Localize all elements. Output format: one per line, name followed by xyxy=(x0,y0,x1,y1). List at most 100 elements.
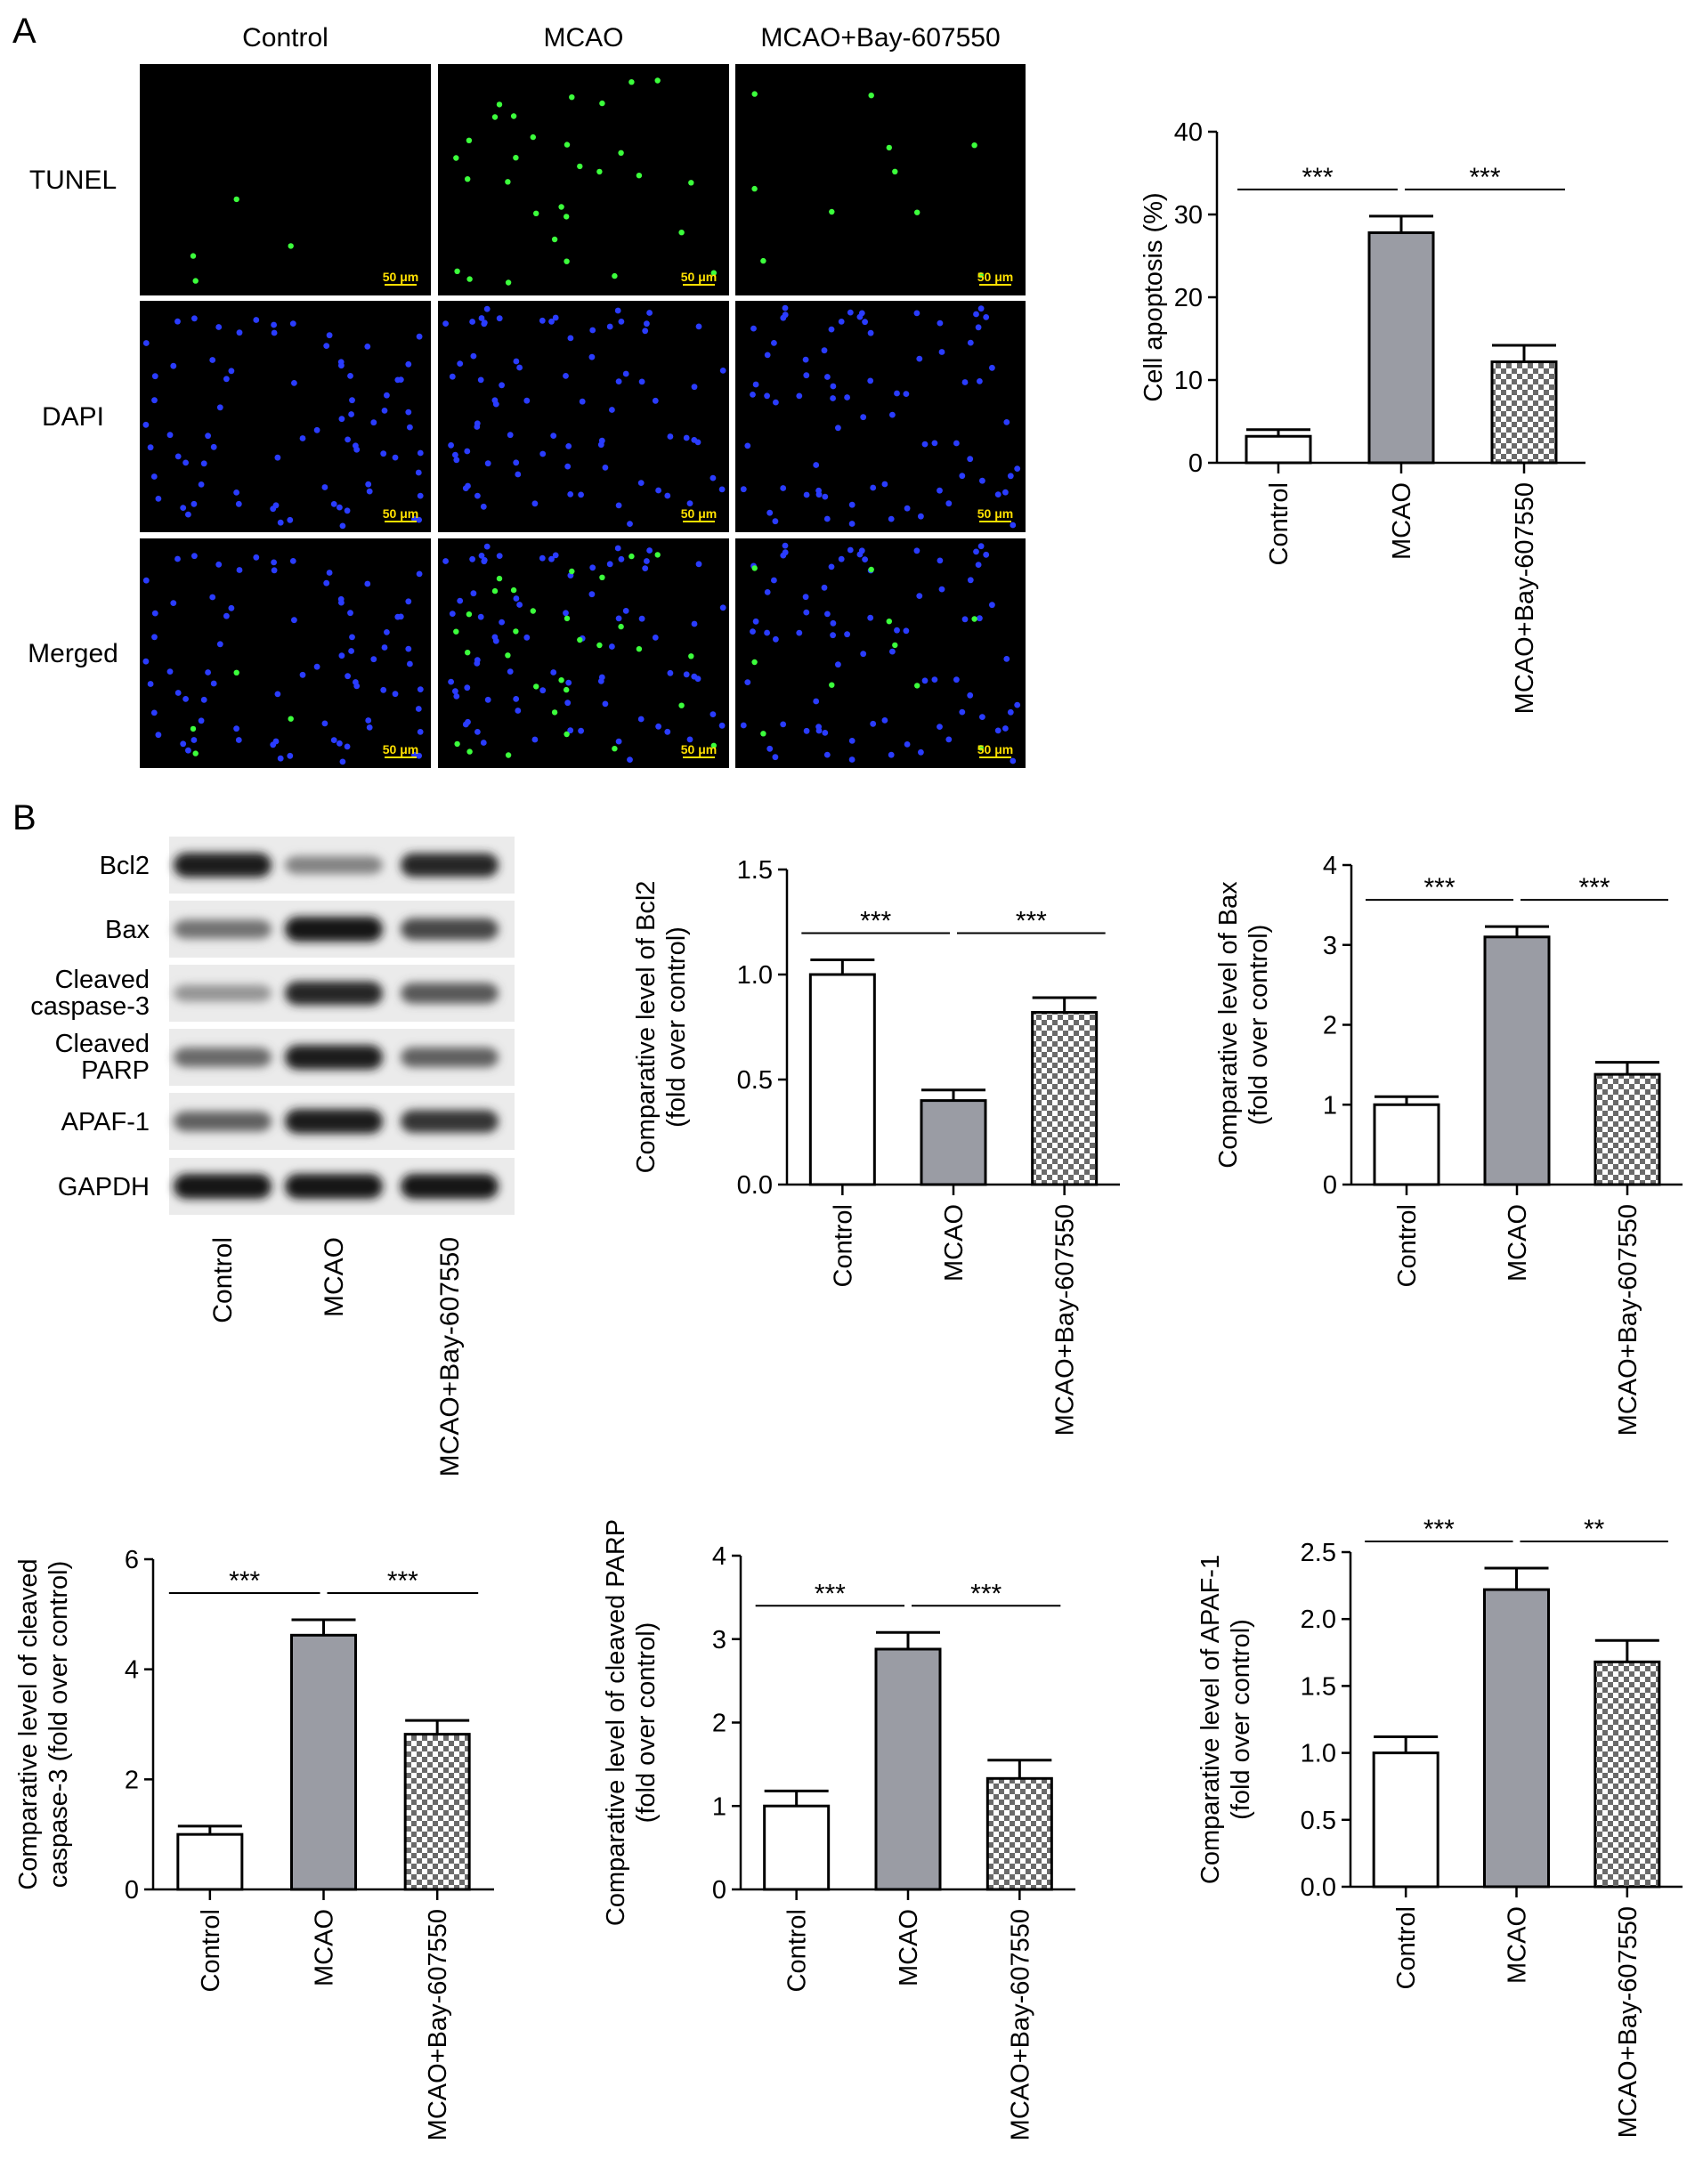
blot-band-control xyxy=(174,1048,272,1067)
blot-strip-apaf-1 xyxy=(169,1093,515,1150)
x-tick-label-mcao: MCAO xyxy=(940,1204,969,1282)
micrograph-tunel-mcao-bay-607550: 50 μm xyxy=(735,64,1026,295)
blot-band-mcao xyxy=(285,981,383,1006)
y-axis-label: (fold over control) xyxy=(1245,925,1273,1126)
x-tick-label-mcao-bay-607550: MCAO+Bay-607550 xyxy=(1511,482,1539,714)
blot-band-control xyxy=(174,919,272,939)
western-blot-panel: Bcl2BaxCleavedcaspase-3CleavedPARPAPAF-1… xyxy=(30,837,515,1476)
y-tick-label: 1 xyxy=(1323,1091,1337,1120)
y-tick-label: 0 xyxy=(1323,1171,1337,1200)
blot-band-mcao xyxy=(285,1174,383,1199)
y-axis-label: caspase-3 (fold over control) xyxy=(45,1561,73,1889)
bar-chart-4: 0 2 4 6 Control MCAO MCAO+Bay-607550 *** *** Comp… xyxy=(14,1546,494,2140)
bar-control xyxy=(1372,1751,1439,1889)
y-tick-label: 1.5 xyxy=(1301,1672,1336,1701)
significance-marker: *** xyxy=(1016,906,1047,935)
y-tick-label: 10 xyxy=(1174,367,1203,395)
x-tick-label-mcao: MCAO xyxy=(1388,482,1416,560)
y-axis-label: (fold over control) xyxy=(632,1622,661,1824)
bar-control xyxy=(1373,1103,1440,1186)
bar-chart-2: 0.0 0.5 1.0 1.5 Control MCAO MCAO+Bay-607550 **… xyxy=(632,856,1120,1436)
scale-bar-label: 50 μm xyxy=(681,742,717,756)
bar-mcao-bay-607550 xyxy=(1031,1010,1099,1186)
y-tick-label: 3 xyxy=(1323,932,1337,960)
significance-marker: *** xyxy=(815,1579,846,1608)
y-tick-label: 2 xyxy=(1323,1012,1337,1040)
blot-band-mcao-bay-607550 xyxy=(401,1174,499,1199)
panel-label-a: A xyxy=(12,12,36,51)
micrograph-merged-mcao: 50 μm xyxy=(438,538,729,768)
blot-band-control xyxy=(174,853,272,878)
scale-bar-label: 50 μm xyxy=(383,742,418,756)
x-tick-label-control: Control xyxy=(1393,1204,1422,1288)
blot-strip-cleaved-caspase-3 xyxy=(169,965,515,1022)
x-tick-label-mcao: MCAO xyxy=(1504,1204,1532,1282)
y-tick-label: 0.0 xyxy=(737,1171,773,1200)
micrograph-dapi-mcao-bay-607550: 50 μm xyxy=(735,301,1026,532)
bar-mcao xyxy=(920,1099,987,1186)
x-tick-label-control: Control xyxy=(783,1909,812,1993)
blot-row-label: Cleaved xyxy=(55,1030,150,1058)
blot-band-control xyxy=(174,1111,272,1132)
bar-mcao xyxy=(874,1647,942,1891)
blot-row-label: PARP xyxy=(81,1056,150,1085)
y-tick-label: 2 xyxy=(125,1766,139,1794)
micrograph-row-tunel: TUNEL xyxy=(29,166,117,195)
x-tick-label-mcao-bay-607550: MCAO+Bay-607550 xyxy=(424,1909,452,2140)
y-tick-label: 1 xyxy=(712,1792,726,1821)
blot-row-label: Cleaved xyxy=(55,966,150,994)
micrograph-column-control: Control xyxy=(242,23,328,53)
blot-band-control xyxy=(174,984,272,1002)
x-tick-label-mcao: MCAO xyxy=(311,1909,339,1986)
significance-marker: *** xyxy=(1302,163,1333,192)
y-tick-label: 1.0 xyxy=(1301,1740,1336,1768)
x-tick-label-mcao-bay-607550: MCAO+Bay-607550 xyxy=(1051,1204,1080,1436)
micrograph-row-merged: Merged xyxy=(28,639,118,668)
y-tick-label: 4 xyxy=(1323,852,1337,880)
y-axis-label: Comparative level of Bcl2 xyxy=(632,881,661,1174)
blot-row-label: GAPDH xyxy=(58,1173,150,1201)
y-tick-label: 1.0 xyxy=(737,961,773,990)
blot-lane-label-mcao-bay-607550: MCAO+Bay-607550 xyxy=(435,1237,465,1476)
x-tick-label-mcao-bay-607550: MCAO+Bay-607550 xyxy=(1614,1204,1642,1436)
y-tick-label: 0.5 xyxy=(1301,1807,1336,1835)
scale-bar-label: 50 μm xyxy=(977,742,1013,756)
y-axis-label: (fold over control) xyxy=(1227,1619,1255,1820)
scale-bar-label: 50 μm xyxy=(383,270,418,284)
bar-chart-5: 0 1 2 3 4 Control MCAO MCAO+Bay-607550 *** *** Com… xyxy=(602,1519,1075,2140)
y-tick-label: 4 xyxy=(712,1542,726,1571)
blot-band-control xyxy=(174,1174,272,1199)
y-tick-label: 0 xyxy=(712,1876,726,1905)
bar-control xyxy=(763,1804,831,1891)
blot-strip-bax xyxy=(169,901,515,958)
panel-label-b: B xyxy=(12,798,36,837)
micrograph-tunel-mcao: 50 μm xyxy=(438,64,729,295)
y-tick-label: 3 xyxy=(712,1626,726,1654)
bar-mcao-bay-607550 xyxy=(1594,1660,1661,1889)
blot-row-label: Bax xyxy=(105,916,150,944)
blot-band-mcao-bay-607550 xyxy=(401,1047,499,1068)
significance-marker: *** xyxy=(387,1566,418,1596)
bar-chart-3: 0 1 2 3 4 Control MCAO MCAO+Bay-607550 *** *** Com… xyxy=(1214,852,1683,1436)
micrograph-row-dapi: DAPI xyxy=(42,402,104,432)
x-tick-label-mcao-bay-607550: MCAO+Bay-607550 xyxy=(1006,1909,1034,2140)
significance-marker: *** xyxy=(1423,873,1455,902)
bar-mcao-bay-607550 xyxy=(1594,1072,1661,1186)
y-tick-label: 30 xyxy=(1174,201,1203,230)
significance-marker: *** xyxy=(860,906,891,935)
micrograph-merged-mcao-bay-607550: 50 μm xyxy=(735,538,1026,768)
bar-chart-1: 0 10 20 30 40 Control MCAO MCAO+Bay-607550 *** **… xyxy=(1139,118,1585,714)
y-tick-label: 0.5 xyxy=(737,1066,773,1095)
scale-bar-label: 50 μm xyxy=(977,506,1013,521)
blot-lane-label-mcao: MCAO xyxy=(320,1237,349,1317)
y-axis-label: Comparative level of APAF-1 xyxy=(1196,1555,1225,1884)
significance-marker: *** xyxy=(970,1579,1002,1608)
blot-band-mcao-bay-607550 xyxy=(401,853,499,878)
y-tick-label: 2.0 xyxy=(1301,1606,1336,1634)
blot-row-label: caspase-3 xyxy=(30,992,150,1021)
significance-marker: *** xyxy=(1423,1515,1455,1544)
bar-mcao-bay-607550 xyxy=(985,1776,1053,1891)
blot-row-label: Bcl2 xyxy=(100,852,150,880)
